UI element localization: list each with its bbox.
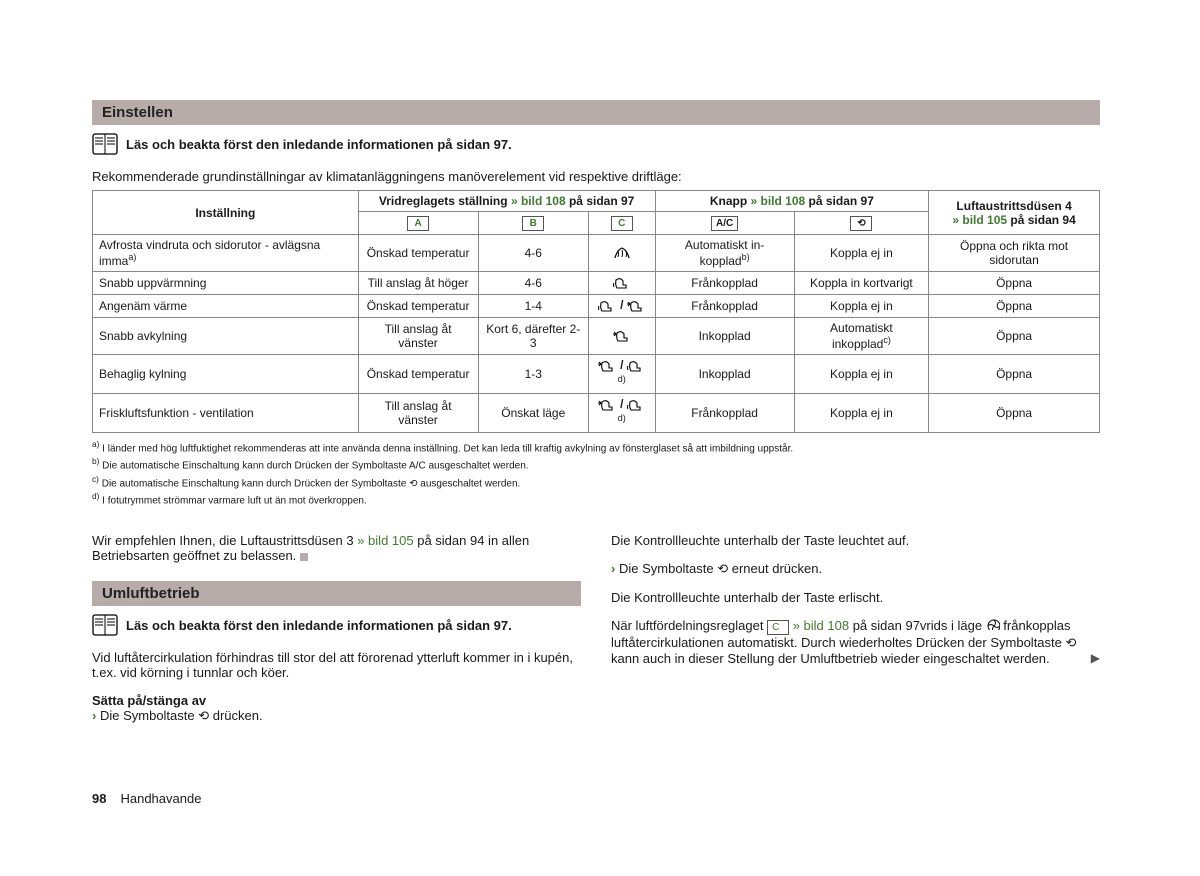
section-header-einstellen: Einstellen (92, 100, 1100, 125)
table-row: Friskluftsfunktion - ventilationTill ans… (93, 394, 1100, 433)
bullet-left-1: Die Symboltaste ⟲ drücken. (100, 708, 263, 723)
bullet-right-1: Die Symboltaste ⟲ erneut drücken. (619, 561, 822, 576)
para-recirc: Vid luftåtercirkulation förhindras till … (92, 650, 581, 680)
note-row: Läs och beakta först den inledande infor… (92, 133, 1100, 155)
table-row: Snabb uppvärmningTill anslag åt höger4-6… (93, 272, 1100, 295)
settings-table: Inställning Vridreglagets ställning » bi… (92, 190, 1100, 433)
th-recirc: ⟲ (794, 212, 929, 235)
table-row: Angenäm värmeÖnskad temperatur1-4/Frånko… (93, 295, 1100, 318)
right-para3: När luftfördelningsreglaget C » bild 108… (611, 618, 1100, 666)
page-footer: 98Handhavande (92, 791, 201, 806)
intro-text: Rekommenderade grundinställningar av kli… (92, 169, 1100, 184)
th-a: A (358, 212, 478, 235)
table-row: Behaglig kylningÖnskad temperatur1-3/d)I… (93, 355, 1100, 394)
sub-heading: Sätta på/stänga av (92, 693, 581, 708)
footnotes: a) I länder med hög luftfuktighet rekomm… (92, 439, 1100, 506)
book-icon (92, 133, 118, 155)
continue-icon: ▶ (1091, 651, 1100, 665)
right-para2: Die Kontrollleuchte unterhalb der Taste … (611, 590, 1100, 605)
note-text-2: Läs och beakta först den inledande infor… (126, 618, 512, 633)
table-row: Snabb avkylningTill anslag åt vänsterKor… (93, 318, 1100, 355)
note-text: Läs och beakta först den inledande infor… (126, 137, 512, 152)
right-para1: Die Kontrollleuchte unterhalb der Taste … (611, 533, 1100, 548)
th-vent: Luftaustrittsdüsen 4 » bild 105 på sidan… (929, 191, 1100, 235)
th-b: B (478, 212, 589, 235)
note-row-2: Läs och beakta först den inledande infor… (92, 614, 581, 636)
end-of-topic-icon (300, 553, 308, 561)
left-column: Wir empfehlen Ihnen, die Luftaustrittsdü… (92, 520, 581, 724)
th-dial: Vridreglagets ställning » bild 108 på si… (358, 191, 655, 212)
section-header-umluft: Umluftbetrieb (92, 581, 581, 606)
th-ac: A/C (655, 212, 794, 235)
book-icon (92, 614, 118, 636)
th-c: C (589, 212, 656, 235)
th-setting: Inställning (93, 191, 359, 235)
right-column: Die Kontrollleuchte unterhalb der Taste … (611, 520, 1100, 724)
table-row: Avfrosta vindruta och sidorutor - avlägs… (93, 235, 1100, 272)
th-button: Knapp » bild 108 på sidan 97 (655, 191, 929, 212)
